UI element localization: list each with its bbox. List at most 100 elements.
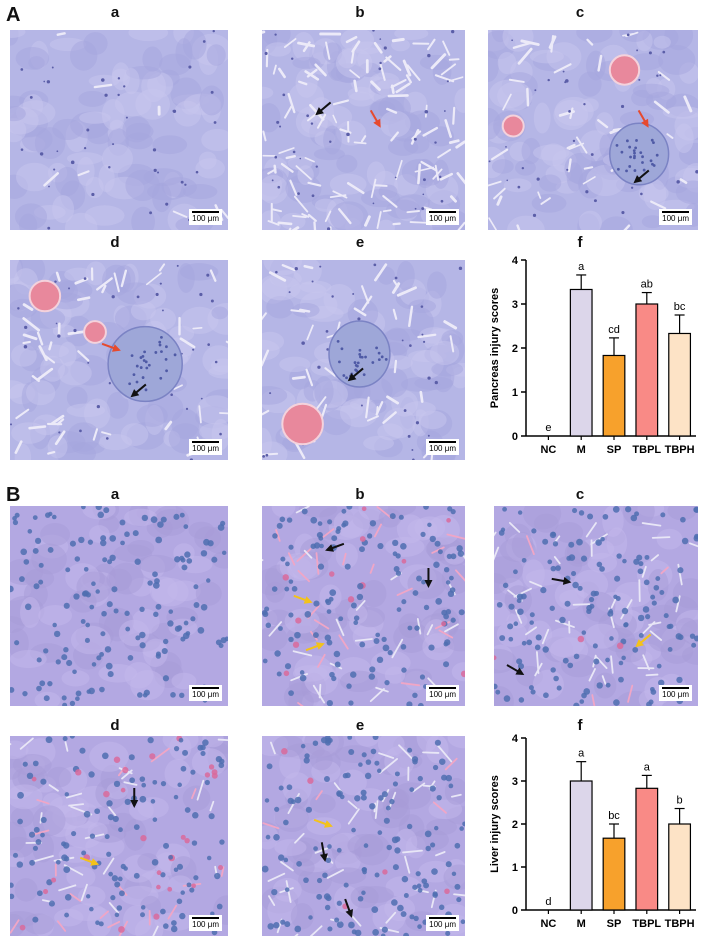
scale-bar: 100 μm [659, 209, 692, 225]
x-tick-label: M [577, 918, 586, 930]
scale-bar-line [429, 441, 456, 443]
significance-letter: a [578, 261, 585, 273]
panel-label: f [577, 234, 583, 251]
y-tick-label: 4 [512, 255, 519, 267]
x-tick-label: SP [607, 918, 622, 930]
scale-bar-label: 100 μm [429, 214, 456, 223]
black-arrow-icon [325, 542, 345, 552]
significance-letter: a [644, 761, 651, 773]
scale-bar-label: 100 μm [429, 690, 456, 699]
liver-micrograph-c: 100 μm [494, 506, 698, 706]
scale-bar-line [662, 687, 689, 689]
panel-label: d [110, 717, 120, 734]
yellow-arrow-icon [313, 818, 333, 828]
bar [569, 288, 593, 437]
scale-bar-label: 100 μm [192, 920, 219, 929]
panel-label: f [577, 717, 583, 734]
liver-micrograph-a: 100 μm [10, 506, 228, 706]
scale-bar: 100 μm [426, 915, 459, 931]
scale-bar-line [662, 211, 689, 213]
scale-bar-line [192, 687, 219, 689]
scale-bar-line [429, 917, 456, 919]
panel-label: e [355, 717, 365, 734]
scale-bar-label: 100 μm [192, 690, 219, 699]
scale-bar-line [429, 211, 456, 213]
panel-label: b [355, 4, 365, 21]
black-arrow-icon [319, 842, 328, 862]
significance-letter: e [545, 422, 551, 434]
scale-bar-line [429, 687, 456, 689]
y-axis-label: Liver injury scores [489, 775, 501, 873]
significance-letter: b [677, 795, 683, 807]
significance-letter: bc [674, 301, 686, 313]
bar [602, 837, 626, 911]
scale-bar: 100 μm [659, 685, 692, 701]
x-tick-label: NC [540, 444, 556, 456]
pancreas-micrograph-c: 100 μm [488, 30, 698, 230]
bar [569, 780, 593, 911]
scale-bar: 100 μm [426, 439, 459, 455]
y-tick-label: 2 [512, 819, 518, 831]
y-tick-label: 3 [512, 776, 518, 788]
scale-bar: 100 μm [189, 439, 222, 455]
black-arrow-icon [315, 101, 332, 116]
y-tick-label: 0 [512, 431, 518, 443]
red-arrow-icon [369, 109, 381, 128]
scale-bar-label: 100 μm [662, 690, 689, 699]
black-arrow-icon [130, 788, 139, 808]
y-tick-label: 2 [512, 343, 518, 355]
bar [668, 823, 692, 911]
y-tick-label: 4 [512, 733, 519, 745]
y-tick-label: 1 [512, 862, 518, 874]
black-arrow-icon [551, 577, 572, 585]
bar [635, 303, 659, 437]
liver-micrograph-e: 100 μm [262, 736, 465, 936]
panel-label: e [355, 234, 365, 251]
x-tick-label: TBPL [632, 918, 661, 930]
x-tick-label: TBPH [665, 444, 695, 456]
scale-bar-label: 100 μm [192, 444, 219, 453]
panel-label: c [575, 4, 585, 21]
significance-letter: cd [608, 324, 620, 336]
scale-bar-line [192, 917, 219, 919]
pancreas-micrograph-b: 100 μm [262, 30, 465, 230]
section-label-A: A [6, 4, 21, 26]
panel-label: b [355, 486, 365, 503]
scale-bar: 100 μm [426, 209, 459, 225]
scale-bar: 100 μm [189, 209, 222, 225]
bar [668, 332, 692, 437]
yellow-arrow-icon [79, 856, 100, 866]
scale-bar-label: 100 μm [662, 214, 689, 223]
pancreas-micrograph-e: 100 μm [262, 260, 465, 460]
significance-letter: d [545, 896, 551, 908]
bar [635, 787, 659, 911]
pancreas-micrograph-a: 100 μm [10, 30, 228, 230]
panel-label: c [575, 486, 585, 503]
yellow-arrow-icon [635, 633, 652, 648]
liver-micrograph-d: 100 μm [10, 736, 228, 936]
bar [602, 354, 626, 437]
scale-bar-label: 100 μm [192, 214, 219, 223]
panel-label: a [110, 486, 120, 503]
scale-bar-line [192, 211, 219, 213]
scale-bar: 100 μm [189, 915, 222, 931]
x-tick-label: TBPH [665, 918, 695, 930]
y-tick-label: 3 [512, 299, 518, 311]
y-tick-label: 0 [512, 905, 518, 917]
y-axis-label: Pancreas injury scores [489, 288, 501, 408]
black-arrow-icon [633, 169, 650, 184]
section-label-B: B [6, 484, 21, 506]
red-arrow-icon [637, 109, 649, 128]
black-arrow-icon [347, 367, 364, 382]
yellow-arrow-icon [293, 594, 313, 604]
black-arrow-icon [424, 568, 433, 588]
x-tick-label: NC [540, 918, 556, 930]
pancreas-micrograph-d: 100 μm [10, 260, 228, 460]
x-tick-label: SP [607, 444, 622, 456]
y-tick-label: 1 [512, 387, 518, 399]
panel-label: a [110, 4, 120, 21]
significance-letter: bc [608, 810, 620, 822]
significance-letter: ab [641, 279, 653, 291]
